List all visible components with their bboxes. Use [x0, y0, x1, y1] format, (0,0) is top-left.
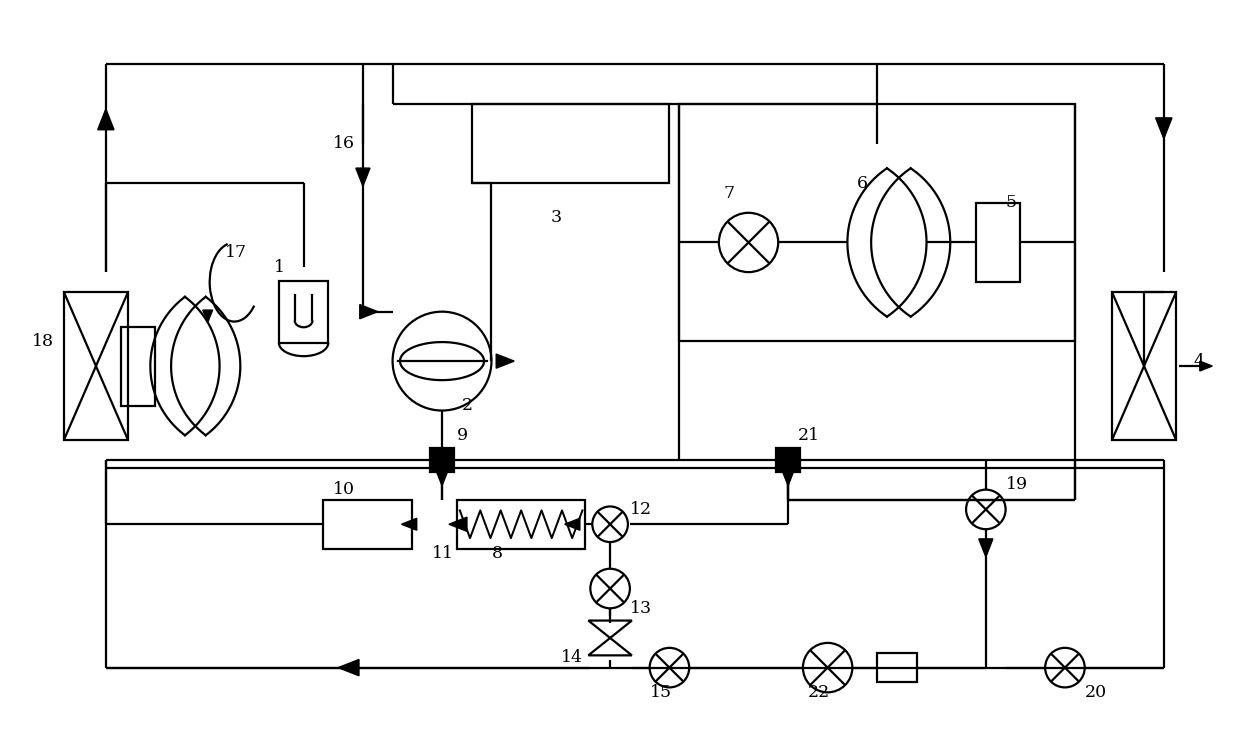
Text: 19: 19 — [1006, 476, 1028, 494]
Text: 2: 2 — [461, 397, 472, 414]
Polygon shape — [402, 518, 417, 531]
Bar — [430, 448, 454, 472]
Polygon shape — [356, 168, 370, 186]
Text: 11: 11 — [432, 545, 454, 562]
Polygon shape — [360, 305, 378, 319]
Text: 7: 7 — [724, 185, 735, 202]
Bar — [456, 499, 585, 549]
Text: 6: 6 — [857, 175, 868, 192]
Polygon shape — [203, 310, 212, 322]
Text: 4: 4 — [1193, 353, 1204, 370]
Bar — [63, 292, 128, 440]
Text: 8: 8 — [491, 545, 502, 562]
Text: 10: 10 — [334, 481, 356, 498]
Polygon shape — [98, 109, 114, 130]
Bar — [120, 327, 155, 405]
Polygon shape — [449, 517, 467, 531]
Text: 3: 3 — [551, 209, 562, 226]
Polygon shape — [782, 471, 794, 485]
Polygon shape — [564, 518, 580, 531]
Bar — [680, 104, 1075, 342]
Text: 1: 1 — [274, 259, 285, 276]
Bar — [776, 448, 800, 472]
Polygon shape — [436, 471, 448, 485]
Text: 21: 21 — [799, 427, 820, 444]
Text: 12: 12 — [630, 501, 652, 518]
Polygon shape — [978, 539, 993, 557]
Bar — [877, 653, 916, 682]
Bar — [471, 104, 670, 183]
Text: 22: 22 — [808, 684, 830, 701]
Text: 15: 15 — [650, 684, 672, 701]
Polygon shape — [1200, 361, 1213, 371]
Text: 16: 16 — [334, 135, 356, 152]
Bar — [1112, 292, 1177, 440]
Text: 18: 18 — [32, 333, 53, 350]
Text: 5: 5 — [1006, 194, 1017, 211]
Text: 9: 9 — [456, 427, 467, 444]
Text: 13: 13 — [630, 599, 652, 617]
Bar — [324, 499, 413, 549]
Bar — [279, 281, 329, 343]
Bar — [976, 203, 1021, 282]
Polygon shape — [1156, 118, 1172, 139]
Polygon shape — [496, 354, 515, 368]
Text: 17: 17 — [224, 244, 247, 261]
Text: 20: 20 — [1085, 684, 1107, 701]
Polygon shape — [339, 659, 358, 676]
Text: 14: 14 — [560, 649, 583, 666]
